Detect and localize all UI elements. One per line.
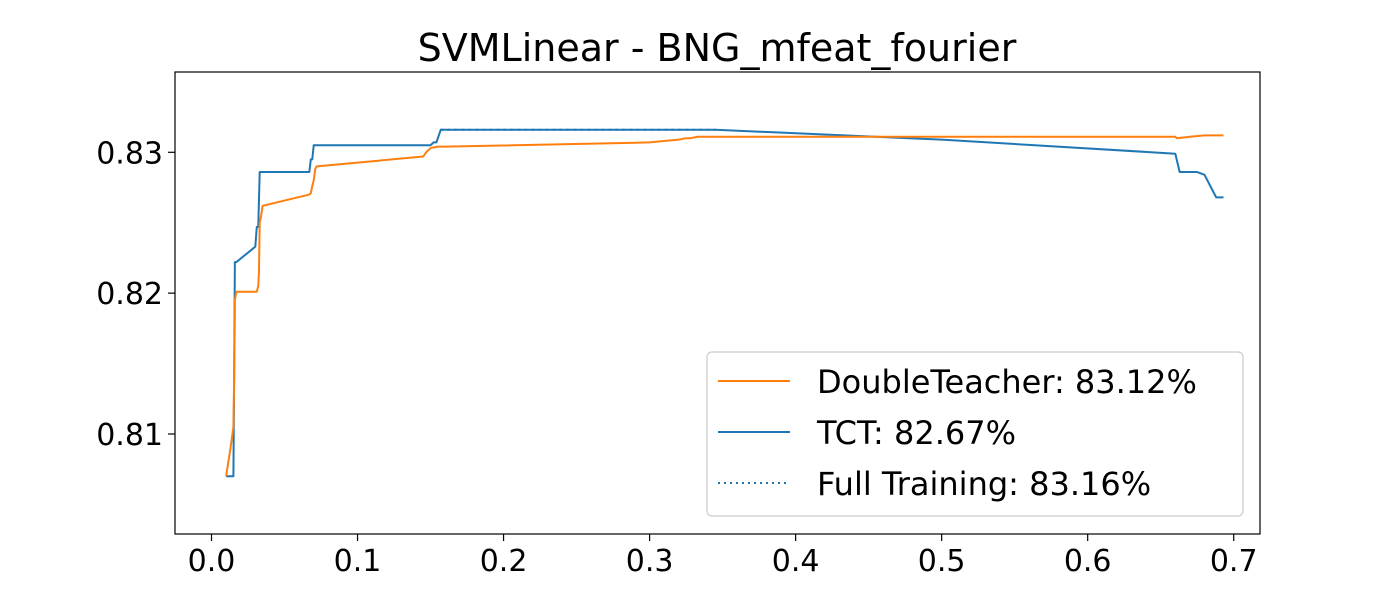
x-tick-label: 0.7 [1210,544,1258,579]
plot-series [225,128,1224,478]
legend-label-doubleteacher: DoubleTeacher: 83.12% [817,363,1197,401]
series-line-doubleteacher [225,134,1224,477]
legend-label-tct: TCT: 82.67% [816,414,1016,452]
x-tick-label: 0.0 [188,544,236,579]
chart-title: SVMLinear - BNG_mfeat_fourier [418,26,1017,70]
legend-box [706,351,1244,517]
x-tick-label: 0.3 [626,544,674,579]
x-axis: 0.0 0.1 0.2 0.3 0.4 0.5 0.6 0.7 [188,534,1258,579]
x-tick-label: 0.1 [334,544,382,579]
y-tick-label: 0.83 [96,136,163,171]
legend-label-full-training: Full Training: 83.16% [817,465,1151,503]
x-tick-label: 0.4 [772,544,820,579]
plot-frame [174,71,1261,535]
x-tick-label: 0.2 [480,544,528,579]
y-axis: 0.81 0.82 0.83 [96,136,175,453]
series-line-tct [226,128,1224,478]
x-tick-label: 0.5 [918,544,966,579]
x-tick-label: 0.6 [1064,544,1112,579]
y-tick-label: 0.82 [96,277,163,312]
y-tick-label: 0.81 [96,418,163,453]
legend: DoubleTeacher: 83.12% TCT: 82.67% Full T… [706,351,1244,517]
